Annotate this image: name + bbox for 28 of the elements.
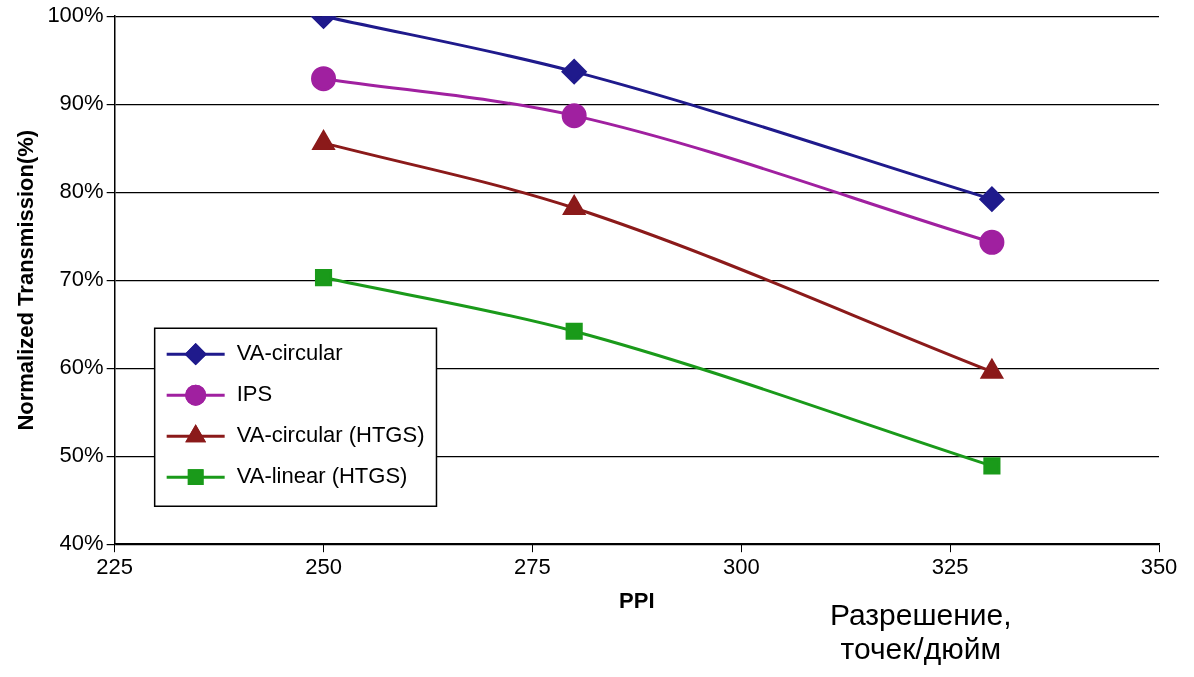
point: [561, 59, 587, 85]
text: Разрешение, точек/дюйм: [830, 598, 1012, 666]
x-tick-label: 275: [514, 554, 551, 580]
y-tick-label: 50%: [59, 442, 104, 468]
y-tick-label: 70%: [59, 266, 104, 292]
x-tick-label: 225: [96, 554, 134, 580]
x-tick-label: 300: [722, 554, 760, 580]
x-tick-label: 325: [931, 554, 969, 580]
x-tick-label: 350: [1140, 554, 1178, 580]
y-tick-label: 90%: [59, 90, 104, 116]
y-tick-label: 80%: [59, 178, 104, 204]
legend-label: VA-linear (HTGS): [236, 463, 408, 489]
legend-label: IPS: [236, 381, 273, 407]
y-tick-label: 40%: [59, 530, 104, 556]
legend-label: VA-circular: [236, 340, 343, 366]
y-axis-title: Normalized Transmission(%): [13, 129, 39, 431]
point: [983, 457, 1001, 475]
point: [311, 66, 337, 92]
x-axis-title: PPI: [619, 587, 655, 613]
y-tick-label: 60%: [59, 354, 104, 380]
point: [979, 186, 1005, 212]
point: [561, 103, 587, 129]
point: [979, 229, 1005, 255]
point: [314, 268, 333, 287]
legend-label: VA-circular (HTGS): [236, 422, 425, 448]
y-tick-label: 100%: [47, 2, 104, 28]
point: [565, 322, 583, 340]
x-tick-label: 250: [305, 554, 342, 580]
